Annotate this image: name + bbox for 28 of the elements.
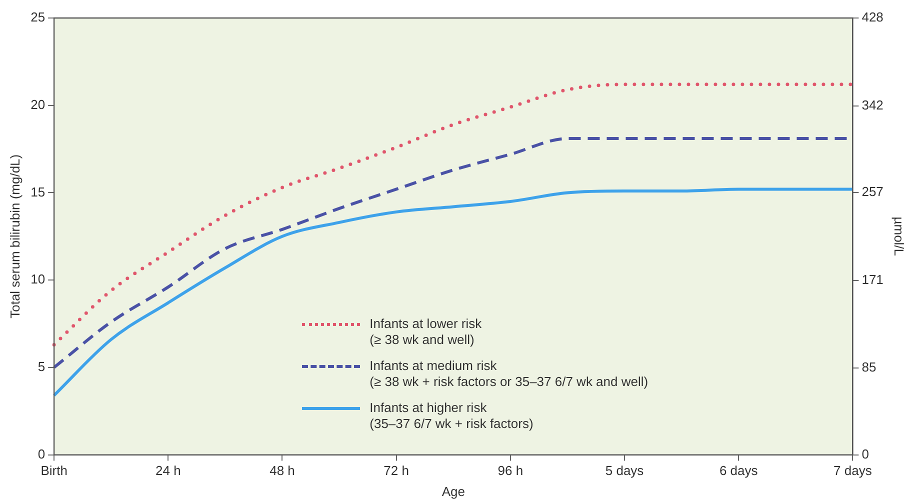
- y-tick-label: 10: [30, 272, 46, 287]
- y2-tick-label: 85: [862, 360, 876, 375]
- legend-label: Infants at higher risk (35–37 6/7 wk + risk factors): [370, 400, 534, 432]
- x-tick-label: 7 days: [834, 463, 872, 478]
- x-tick-label: 96 h: [498, 463, 524, 478]
- legend-label: Infants at medium risk (≥ 38 wk + risk factors or 35–37 6/7 wk and well): [370, 358, 648, 390]
- x-axis-title: Age: [442, 484, 465, 499]
- y-tick-label: 20: [30, 96, 46, 112]
- y2-tick-label: 342: [862, 97, 884, 112]
- y2-tick-label: 428: [862, 10, 884, 25]
- legend-label: Infants at lower risk (≥ 38 wk and well): [370, 316, 482, 348]
- x-tick-label: Birth: [40, 463, 68, 478]
- x-tick-label: 6 days: [719, 463, 758, 478]
- x-tick-label: 72 h: [384, 463, 409, 478]
- x-tick-label: 5 days: [605, 463, 644, 478]
- y2-tick-label: 257: [862, 184, 884, 200]
- y2-tick-label: 0: [862, 446, 869, 462]
- line-series: [52, 82, 854, 346]
- x-tick-label: 24 h: [155, 463, 181, 478]
- y-tick-label: 5: [38, 359, 46, 374]
- y2-tick-label: 171: [862, 272, 884, 287]
- y-axis-title: Total serum bilirubin (mg/dL): [7, 154, 22, 318]
- y-tick-label: 15: [30, 184, 46, 200]
- y-tick-label: 0: [38, 446, 46, 462]
- x-tick-label: 48 h: [270, 463, 295, 478]
- line-series: [52, 188, 854, 397]
- y2-axis-title: µmol/L: [892, 216, 907, 256]
- y-tick-label: 25: [30, 10, 46, 25]
